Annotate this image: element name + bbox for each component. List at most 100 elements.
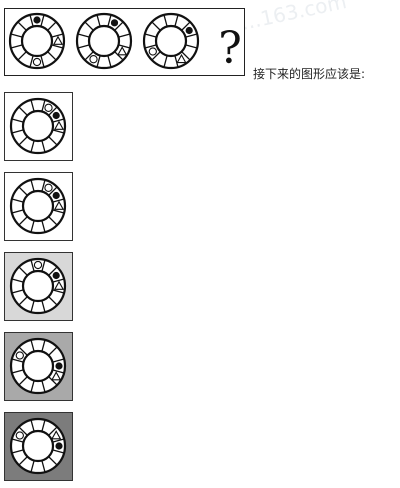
segment-divider [11,118,24,123]
segment-divider [185,33,198,38]
segment-divider [52,449,65,454]
question-figure-2 [75,12,133,70]
segment-divider [107,14,112,27]
segment-divider [11,358,24,363]
inner-ring [154,24,188,58]
hollow-circle-icon [89,55,98,64]
segment-divider [18,456,28,466]
inner-ring [21,189,55,223]
segment-divider [17,21,27,31]
segment-divider [30,460,35,473]
segment-divider [41,339,46,352]
question-sequence-box: ? [4,8,245,76]
segment-divider [40,55,45,68]
segment-divider [151,51,161,61]
question-figure-1 [8,12,66,70]
hollow-circle-icon [32,57,42,67]
segment-divider [41,140,46,153]
segment-divider [52,118,65,123]
segment-divider [144,33,157,38]
answer-option-5[interactable] [4,412,73,481]
segment-divider [41,99,46,112]
segment-divider [17,51,27,61]
answer-option-1[interactable] [4,92,73,161]
answer-option-2[interactable] [4,172,73,241]
segment-divider [51,44,64,49]
segment-divider [30,300,35,313]
segment-divider [174,14,179,27]
segment-divider [52,289,65,294]
segment-divider [11,289,24,294]
segment-divider [84,51,94,61]
segment-divider [96,55,101,68]
segment-divider [29,14,34,27]
segment-divider [48,346,58,356]
segment-divider [151,21,161,31]
segment-divider [41,220,46,233]
hollow-circle-icon [15,351,24,360]
segment-divider [48,296,58,306]
segment-divider [30,220,35,233]
segment-divider [10,33,23,38]
segment-divider [163,55,168,68]
question-prompt: 接下来的图形应该是: [253,67,366,81]
segment-divider [18,346,28,356]
triangle-icon [53,280,65,290]
segment-divider [51,33,64,38]
segment-divider [77,44,90,49]
hollow-circle-icon [44,183,53,192]
hollow-circle-icon [44,103,53,112]
answer-option-3[interactable] [4,252,73,321]
answer-option-4[interactable] [4,332,73,401]
segment-divider [47,51,57,61]
triangle-icon [51,430,62,440]
segment-divider [11,129,24,134]
segment-divider [114,51,124,61]
inner-ring [21,429,55,463]
triangle-icon [53,200,65,210]
segment-divider [52,209,65,214]
inner-ring [21,269,55,303]
segment-divider [174,55,179,68]
segment-divider [11,278,24,283]
solid-dot-icon [52,111,60,120]
segment-divider [30,380,35,393]
segment-divider [114,21,124,31]
segment-divider [48,106,58,116]
segment-divider [30,140,35,153]
segment-divider [18,426,28,436]
segment-divider [11,449,24,454]
segment-divider [185,44,198,49]
segment-divider [52,129,65,134]
hollow-circle-icon [15,431,24,440]
segment-divider [48,186,58,196]
question-figure-3 [142,12,200,70]
segment-divider [77,33,90,38]
solid-dot-icon [185,26,193,35]
segment-divider [84,21,94,31]
inner-ring [21,109,55,143]
segment-divider [52,358,65,363]
triangle-icon [51,371,62,381]
segment-divider [29,55,34,68]
segment-divider [48,456,58,466]
segment-divider [41,419,46,432]
inner-ring [87,24,121,58]
segment-divider [30,179,35,192]
segment-divider [52,198,65,203]
triangle-icon [52,35,64,45]
segment-divider [181,51,191,61]
segment-divider [118,44,131,49]
segment-divider [10,44,23,49]
solid-dot-icon [110,19,119,27]
solid-dot-icon [55,442,63,450]
segment-divider [48,266,58,276]
solid-dot-icon [55,362,63,370]
segment-divider [96,14,101,27]
option-figure-3 [9,257,67,315]
solid-dot-icon [52,191,60,200]
segment-divider [11,369,24,374]
segment-divider [163,14,168,27]
segment-divider [41,380,46,393]
segment-divider [11,198,24,203]
